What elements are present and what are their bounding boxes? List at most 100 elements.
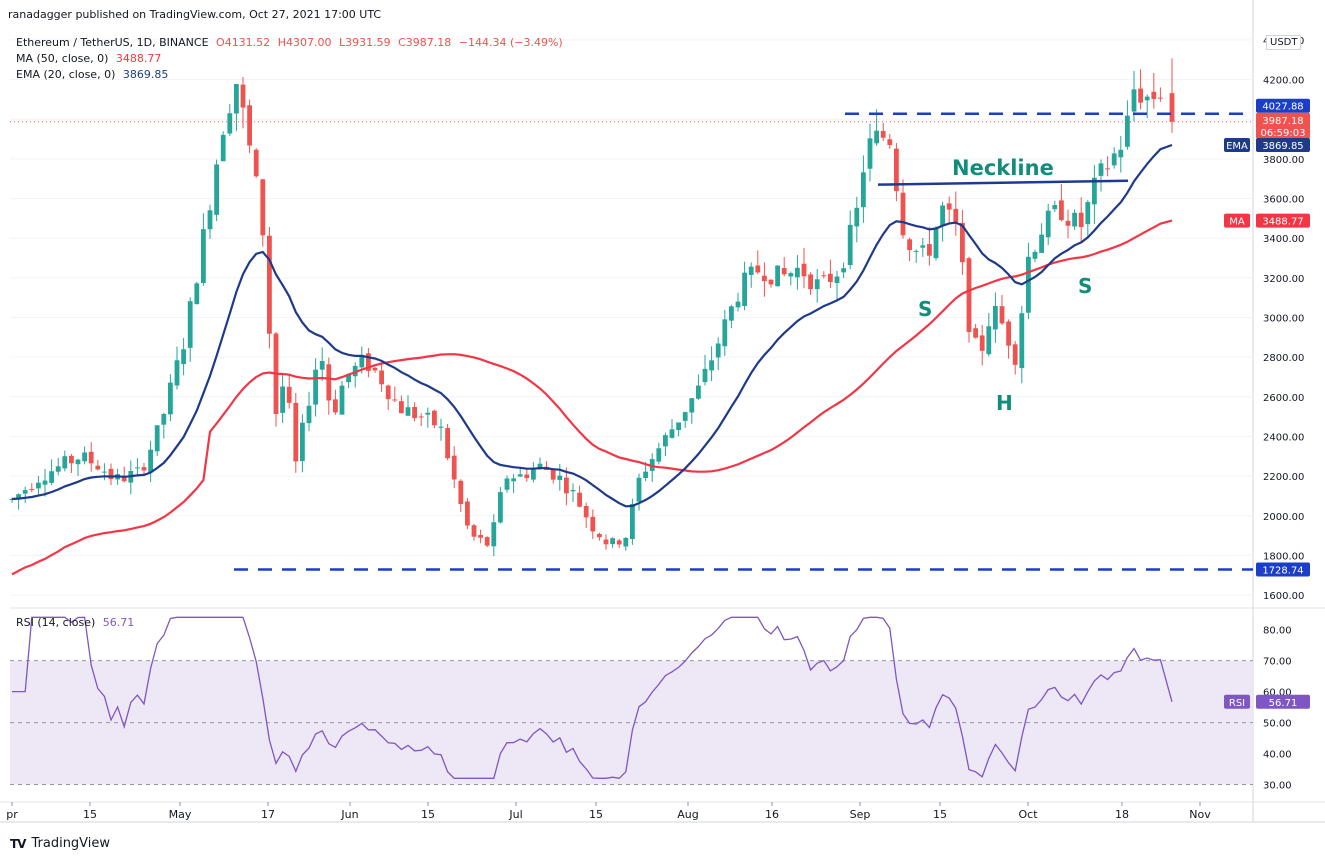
- ema-value-badge[interactable]: [1256, 138, 1310, 153]
- candle-body[interactable]: [696, 385, 701, 399]
- candle-body[interactable]: [676, 422, 681, 431]
- candle-body[interactable]: [847, 224, 853, 266]
- candle-body[interactable]: [999, 306, 1005, 324]
- candle-body[interactable]: [834, 276, 840, 283]
- candle-body[interactable]: [425, 412, 431, 415]
- candle-body[interactable]: [9, 499, 15, 501]
- candle-body[interactable]: [709, 360, 714, 371]
- candle-body[interactable]: [788, 273, 794, 277]
- candle-body[interactable]: [471, 525, 477, 537]
- candle-body[interactable]: [907, 239, 912, 251]
- candle-body[interactable]: [590, 516, 596, 532]
- candle-body[interactable]: [498, 492, 503, 523]
- candle-body[interactable]: [1045, 210, 1051, 238]
- candle-body[interactable]: [960, 222, 965, 263]
- candle-body[interactable]: [854, 207, 860, 227]
- tradingview-logo[interactable]: TV TradingView: [10, 836, 110, 851]
- candle-body[interactable]: [346, 373, 351, 383]
- ma-legend[interactable]: MA (50, close, 0) 3488.77: [16, 52, 161, 65]
- candle-body[interactable]: [1065, 220, 1071, 226]
- candle-body[interactable]: [36, 482, 41, 489]
- candle-body[interactable]: [1072, 212, 1077, 227]
- candle-body[interactable]: [801, 263, 807, 277]
- candle-body[interactable]: [399, 401, 404, 414]
- candle-body[interactable]: [293, 402, 299, 462]
- candle-body[interactable]: [913, 250, 919, 252]
- ma-tag[interactable]: [1224, 213, 1250, 228]
- candle-body[interactable]: [1131, 89, 1137, 112]
- candle-body[interactable]: [689, 398, 695, 413]
- candle-body[interactable]: [95, 465, 101, 470]
- ma50-line[interactable]: [11, 219, 1173, 576]
- candle-body[interactable]: [577, 492, 582, 507]
- resistance-price-badge[interactable]: [1256, 98, 1310, 113]
- candle-body[interactable]: [405, 407, 411, 416]
- candle-body[interactable]: [214, 164, 219, 215]
- candle-body[interactable]: [319, 361, 325, 370]
- candle-body[interactable]: [313, 369, 318, 405]
- ema-tag[interactable]: [1224, 138, 1250, 153]
- candle-body[interactable]: [1052, 205, 1058, 210]
- candle-body[interactable]: [29, 489, 35, 491]
- candle-body[interactable]: [1138, 88, 1143, 103]
- candle-body[interactable]: [326, 364, 332, 401]
- candle-body[interactable]: [267, 235, 272, 334]
- candle-body[interactable]: [861, 172, 866, 208]
- candle-body[interactable]: [564, 477, 569, 494]
- candle-body[interactable]: [880, 131, 886, 138]
- candle-body[interactable]: [141, 467, 147, 471]
- candle-body[interactable]: [669, 429, 675, 438]
- candle-body[interactable]: [715, 343, 721, 358]
- candle-body[interactable]: [979, 335, 985, 351]
- candle-body[interactable]: [550, 469, 556, 480]
- candle-body[interactable]: [161, 414, 167, 425]
- candle-body[interactable]: [768, 279, 774, 285]
- candle-body[interactable]: [1098, 163, 1104, 176]
- candle-body[interactable]: [458, 480, 464, 504]
- candle-body[interactable]: [1118, 149, 1124, 158]
- candle-body[interactable]: [412, 406, 417, 419]
- ma-value-badge[interactable]: [1256, 213, 1310, 228]
- candle-body[interactable]: [418, 416, 424, 418]
- candle-body[interactable]: [187, 301, 193, 348]
- candle-body[interactable]: [359, 355, 365, 368]
- candle-body[interactable]: [135, 467, 140, 469]
- candle-body[interactable]: [88, 451, 94, 464]
- candle-body[interactable]: [1026, 256, 1031, 313]
- candle-body[interactable]: [280, 386, 285, 413]
- candle-body[interactable]: [438, 426, 444, 428]
- candle-body[interactable]: [121, 475, 127, 482]
- candle-body[interactable]: [1125, 115, 1130, 147]
- candle-body[interactable]: [1158, 97, 1163, 99]
- candle-body[interactable]: [1078, 212, 1084, 228]
- candle-body[interactable]: [742, 272, 747, 306]
- candle-body[interactable]: [16, 494, 21, 500]
- candle-body[interactable]: [181, 349, 186, 365]
- candle-body[interactable]: [168, 382, 173, 415]
- candle-body[interactable]: [372, 367, 378, 371]
- ema20-line[interactable]: [11, 143, 1173, 508]
- neckline[interactable]: [877, 179, 1129, 186]
- candle-body[interactable]: [75, 459, 81, 465]
- candle-body[interactable]: [1092, 177, 1097, 205]
- currency-unit-badge[interactable]: USDT: [1266, 35, 1302, 50]
- candle-body[interactable]: [1012, 344, 1018, 365]
- candle-body[interactable]: [583, 505, 589, 518]
- candle-body[interactable]: [148, 449, 153, 473]
- candle-body[interactable]: [1111, 153, 1117, 166]
- candle-body[interactable]: [953, 208, 959, 222]
- candle-body[interactable]: [887, 139, 893, 146]
- last-price-badge[interactable]: [1256, 112, 1310, 139]
- candle-body[interactable]: [517, 474, 523, 477]
- candle-body[interactable]: [201, 229, 206, 283]
- candle-body[interactable]: [682, 412, 688, 421]
- candle-body[interactable]: [781, 267, 787, 275]
- candle-body[interactable]: [102, 471, 107, 473]
- candle-body[interactable]: [663, 435, 668, 447]
- support-price-badge[interactable]: [1256, 562, 1310, 577]
- candle-body[interactable]: [1144, 96, 1150, 101]
- candle-body[interactable]: [894, 148, 899, 192]
- candle-body[interactable]: [174, 360, 180, 386]
- candle-body[interactable]: [300, 422, 305, 462]
